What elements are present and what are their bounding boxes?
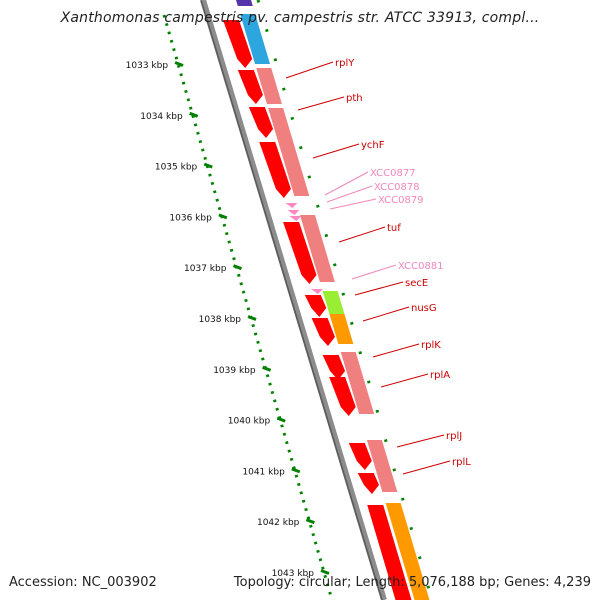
position-ruler: 1033 kbp 1034 kbp 1035 kbp 1036 kbp 1037 kbp… bbox=[126, 0, 434, 600]
map-title: Xanthomonas campestris pv. campestris st… bbox=[60, 10, 540, 26]
tick-label: 1038 kbp bbox=[199, 315, 242, 325]
gene-block bbox=[256, 68, 282, 104]
gene-label: rplJ bbox=[446, 431, 462, 442]
backbone-line bbox=[200, 0, 387, 600]
gene-block bbox=[348, 443, 372, 470]
gene-block bbox=[311, 318, 335, 346]
label-leader bbox=[326, 185, 373, 203]
gene-block bbox=[299, 215, 335, 282]
gene-label: nusG bbox=[411, 303, 437, 314]
gene-block bbox=[367, 505, 412, 600]
label-leader bbox=[380, 373, 429, 388]
rna-chevron bbox=[285, 203, 298, 208]
gene-block bbox=[366, 440, 391, 468]
gene-block bbox=[329, 377, 356, 416]
label-leader bbox=[351, 264, 397, 280]
gene-block bbox=[322, 291, 345, 314]
gene-block bbox=[237, 70, 263, 104]
ruler-tick bbox=[189, 111, 199, 118]
gene-label: XCC0878 bbox=[374, 182, 420, 193]
topology-text: Topology: circular; Length: 5,076,188 bp… bbox=[233, 575, 591, 590]
tick-label: 1034 kbp bbox=[140, 112, 183, 122]
label-leader bbox=[312, 143, 360, 159]
ruler-tick bbox=[262, 365, 272, 372]
gene-label: rplA bbox=[430, 370, 450, 381]
ruler-tick bbox=[247, 315, 257, 321]
ruler-tick bbox=[174, 61, 184, 67]
backbone-edge bbox=[200, 0, 383, 600]
gene-block bbox=[268, 108, 293, 140]
label-leader bbox=[402, 460, 451, 475]
tick-label: 1043 kbp bbox=[272, 569, 315, 579]
ruler-tick bbox=[276, 416, 286, 423]
ruler-tick bbox=[203, 162, 213, 169]
tick-label: 1037 kbp bbox=[184, 264, 227, 274]
tick-label: 1042 kbp bbox=[257, 518, 300, 528]
label-leader bbox=[372, 343, 420, 358]
tick-label: 1041 kbp bbox=[242, 467, 285, 477]
strand-ruler bbox=[256, 0, 434, 600]
label-leader bbox=[329, 198, 377, 210]
gene-block bbox=[259, 142, 291, 198]
label-leader bbox=[362, 306, 410, 322]
gene-label: pth bbox=[346, 93, 363, 104]
backbone bbox=[200, 0, 387, 600]
gene-block bbox=[236, 0, 253, 6]
label-leader bbox=[396, 434, 445, 448]
gene-label: rplY bbox=[335, 58, 355, 69]
gene-label: secE bbox=[405, 278, 428, 289]
gene-block bbox=[322, 355, 346, 380]
gene-block bbox=[277, 138, 310, 196]
label-leader bbox=[324, 171, 369, 196]
accession-text: Accession: NC_003902 bbox=[9, 575, 157, 590]
label-leader bbox=[354, 281, 404, 296]
label-leader bbox=[338, 226, 386, 243]
gene-block bbox=[222, 20, 253, 68]
gene-block bbox=[357, 473, 379, 494]
gene-label: XCC0877 bbox=[370, 168, 416, 179]
tick-label: 1040 kbp bbox=[228, 417, 271, 427]
gene-block bbox=[340, 352, 363, 376]
tick-label: 1033 kbp bbox=[126, 61, 169, 71]
tick-label: 1036 kbp bbox=[169, 213, 212, 223]
gene-labels: rplY pth ychF XCC0877 XCC0878 XCC0879 tuf XCC08… bbox=[285, 58, 471, 475]
ruler-tick bbox=[232, 264, 242, 271]
gene-label: tuf bbox=[387, 223, 401, 234]
gene-block bbox=[347, 376, 375, 414]
gene-label: XCC0881 bbox=[398, 261, 444, 272]
gene-label: rplK bbox=[421, 340, 441, 351]
gene-block bbox=[283, 222, 317, 284]
tick-label: 1035 kbp bbox=[155, 163, 198, 173]
gene-block bbox=[240, 14, 271, 64]
rna-chevron bbox=[310, 289, 323, 294]
gene-features bbox=[222, 0, 430, 600]
gene-block bbox=[385, 503, 430, 600]
gene-block bbox=[304, 295, 327, 317]
label-leader bbox=[297, 96, 345, 111]
ruler-tick bbox=[320, 569, 330, 575]
ruler-dots bbox=[162, 14, 334, 600]
gene-label: rplL bbox=[452, 457, 471, 468]
ruler-tick bbox=[218, 213, 228, 220]
label-leader bbox=[285, 61, 334, 79]
gene-block bbox=[329, 314, 354, 344]
gene-block bbox=[248, 107, 274, 138]
tick-label: 1039 kbp bbox=[213, 366, 256, 376]
ruler-tick bbox=[291, 467, 301, 474]
gene-label: ychF bbox=[361, 140, 385, 151]
gene-block bbox=[375, 468, 398, 492]
rna-chevron bbox=[287, 210, 300, 215]
gene-label: XCC0879 bbox=[378, 195, 424, 206]
rna-chevron bbox=[289, 216, 302, 221]
ruler-tick bbox=[305, 518, 315, 525]
